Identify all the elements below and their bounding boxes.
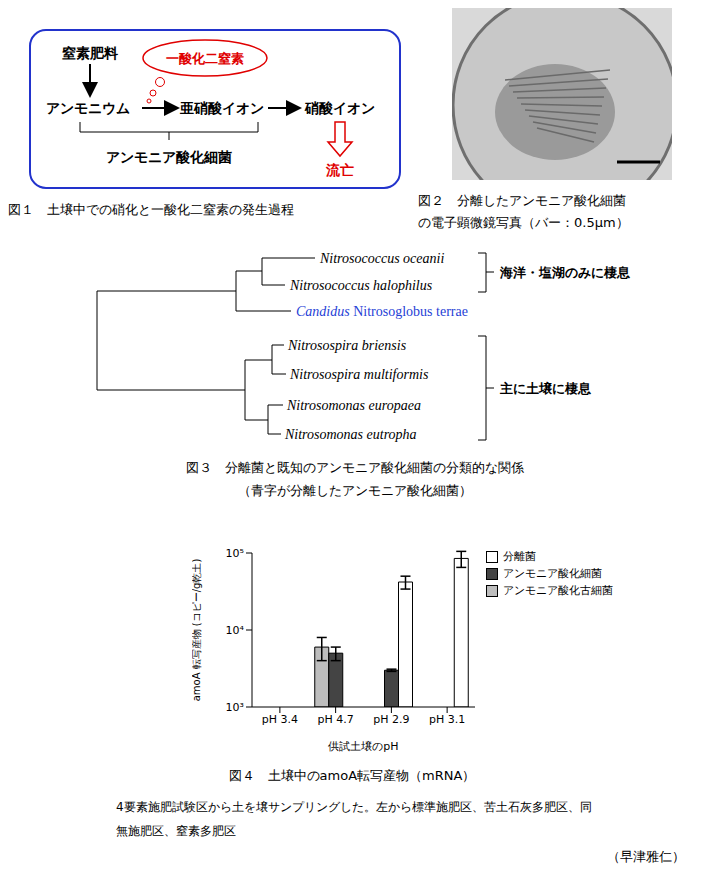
svg-text:10³: 10³ [226, 701, 244, 714]
svg-text:図３ 分離菌と既知のアンモニア酸化細菌の分類的な関係: 図３ 分離菌と既知のアンモニア酸化細菌の分類的な関係 [186, 460, 524, 475]
svg-text:亜硝酸イオン: 亜硝酸イオン [179, 100, 264, 116]
svg-text:流亡: 流亡 [325, 162, 354, 178]
svg-text:10⁴: 10⁴ [226, 624, 245, 637]
svg-text:窒素肥料: 窒素肥料 [62, 45, 118, 61]
svg-text:amoA 転写産物 (コピー/g乾土): amoA 転写産物 (コピー/g乾土) [192, 559, 202, 702]
svg-text:図２ 分離したアンモニア酸化細菌: 図２ 分離したアンモニア酸化細菌 [418, 193, 626, 208]
svg-text:10⁵: 10⁵ [226, 547, 244, 560]
html-text:4要素施肥試験区から土を壌サンプリングした。左から標準施肥区: 4要素施肥試験区から土を壌サンプリングした。左から標準施肥区、苦土石灰多肥区、同… [116, 800, 592, 838]
html-text:（早津雅仁）: （早津雅仁） [607, 849, 685, 864]
svg-text:pH 3.4: pH 3.4 [262, 713, 298, 726]
svg-text:（青字が分離したアンモニア酸化細菌）: （青字が分離したアンモニア酸化細菌） [238, 483, 472, 498]
svg-text:Nitrosomonas europaea: Nitrosomonas europaea [286, 398, 421, 413]
svg-text:の電子顕微鏡写真（バー：0.5μm）: の電子顕微鏡写真（バー：0.5μm） [418, 215, 629, 230]
svg-text:供試土壌のpH: 供試土壌のpH [328, 740, 398, 752]
html-text:アンモニア酸化古細菌: アンモニア酸化古細菌 [503, 584, 613, 597]
svg-text:Nitrosococcus oceanii: Nitrosococcus oceanii [319, 251, 444, 266]
svg-text:Nitrosospira multiformis: Nitrosospira multiformis [289, 367, 429, 382]
svg-text:図４ 土壌中のamoA転写産物（mRNA）: 図４ 土壌中のamoA転写産物（mRNA） [229, 768, 476, 783]
svg-text:Nitrosospira briensis: Nitrosospira briensis [287, 338, 407, 353]
svg-text:Nitrosococcus halophilus: Nitrosococcus halophilus [289, 278, 433, 293]
svg-text:硝酸イオン: 硝酸イオン [304, 100, 375, 116]
svg-text:Candidus Nitrosoglobus terrae: Candidus Nitrosoglobus terrae [296, 304, 468, 319]
svg-text:pH 3.1: pH 3.1 [429, 713, 465, 726]
svg-text:一酸化二窒素: 一酸化二窒素 [166, 51, 244, 66]
svg-text:Nitrosomonas eutropha: Nitrosomonas eutropha [284, 427, 417, 442]
html-text:分離菌: 分離菌 [503, 550, 536, 563]
svg-text:アンモニウム: アンモニウム [46, 100, 130, 116]
svg-text:アンモニア酸化細菌: アンモニア酸化細菌 [106, 149, 232, 165]
svg-text:pH 2.9: pH 2.9 [373, 713, 409, 726]
html-text:アンモニア酸化細菌: アンモニア酸化細菌 [503, 567, 602, 580]
svg-text:図１ 土壌中での硝化と一酸化二窒素の発生過程: 図１ 土壌中での硝化と一酸化二窒素の発生過程 [8, 202, 294, 217]
svg-text:海洋・塩湖のみに棲息: 海洋・塩湖のみに棲息 [499, 265, 631, 280]
svg-text:pH 4.7: pH 4.7 [318, 713, 354, 726]
svg-text:主に土壌に棲息: 主に土壌に棲息 [499, 381, 592, 396]
